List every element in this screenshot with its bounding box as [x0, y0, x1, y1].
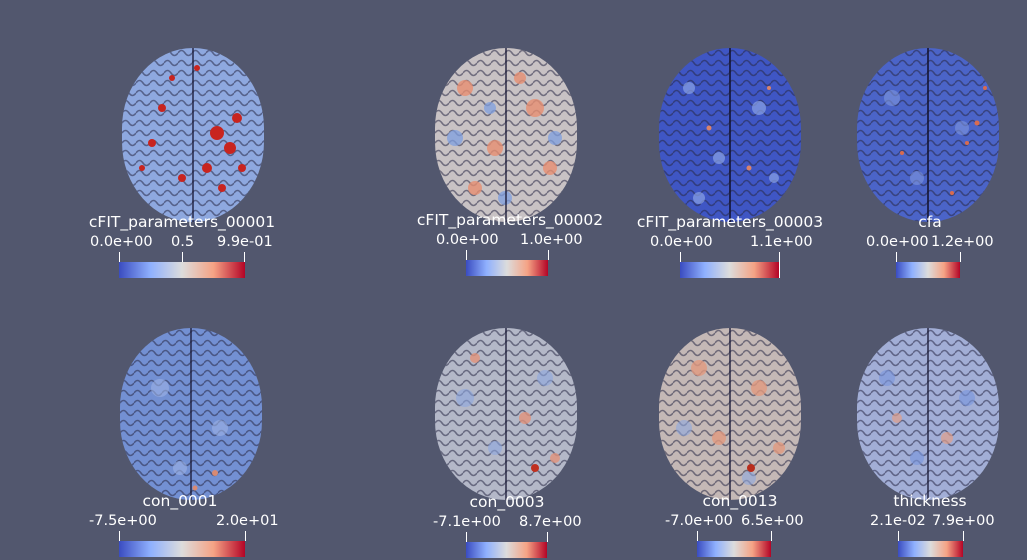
colorbar-gradient	[466, 260, 548, 276]
colorbar-gradient	[466, 542, 547, 558]
brain-surface-thickness[interactable]	[857, 328, 999, 500]
colorbar-tick	[245, 531, 246, 541]
colorbar-tick	[896, 252, 897, 262]
colorbar-title: cFIT_parameters_00003	[636, 213, 824, 231]
colorbar-tick	[466, 532, 467, 542]
colorbar-min-label: 0.0e+00	[90, 234, 153, 250]
colorbar-mid-label: 0.5	[171, 234, 195, 250]
colorbar-title: cFIT_parameters_00001	[88, 213, 276, 231]
colorbar-max-label: 8.7e+00	[519, 514, 582, 530]
colorbar-tick	[119, 531, 120, 541]
colorbar-gradient	[119, 262, 245, 278]
colorbar-con-0013: con_0013 -7.0e+00 6.5e+00	[640, 493, 840, 560]
colorbar-max-label: 1.1e+00	[750, 234, 813, 250]
colorbar-gradient	[896, 262, 960, 278]
colorbar-gradient	[898, 541, 963, 557]
colorbar-cfit-1: cFIT_parameters_00001 0.0e+00 0.5 9.9e-0…	[86, 214, 278, 284]
colorbar-tick	[244, 252, 245, 262]
colorbar-min-label: 0.0e+00	[866, 234, 929, 250]
brain-surface-cfa[interactable]	[857, 48, 999, 222]
colorbar-min-label: -7.0e+00	[665, 513, 733, 529]
colorbar-tick	[548, 250, 549, 260]
colorbar-tick	[898, 531, 899, 541]
colorbar-min-label: -7.5e+00	[89, 513, 157, 529]
brain-surface-cfit-3[interactable]	[659, 48, 801, 222]
colorbar-min-label: 0.0e+00	[436, 232, 499, 248]
colorbar-title: cFIT_parameters_00002	[416, 211, 604, 229]
colorbar-tick	[960, 252, 961, 262]
brain-surface-con-0003[interactable]	[435, 328, 577, 500]
colorbar-tick	[771, 531, 772, 541]
colorbar-tick	[466, 250, 467, 260]
colorbar-gradient	[119, 541, 245, 557]
colorbar-tick	[697, 531, 698, 541]
colorbar-gradient	[680, 262, 779, 278]
colorbar-min-label: 2.1e-02	[870, 513, 926, 529]
colorbar-tick	[779, 252, 780, 278]
brain-surface-con-0001[interactable]	[120, 328, 262, 500]
colorbar-con-0003: con_0003 -7.1e+00 8.7e+00	[407, 494, 607, 560]
colorbar-gradient	[697, 541, 771, 557]
colorbar-min-label: -7.1e+00	[433, 514, 501, 530]
colorbar-max-label: 9.9e-01	[217, 234, 273, 250]
colorbar-cfa: cfa 0.0e+00 1.2e+00	[860, 214, 1000, 284]
colorbar-min-label: 0.0e+00	[650, 234, 713, 250]
colorbar-title: thickness	[893, 492, 967, 510]
colorbar-max-label: 6.5e+00	[741, 513, 804, 529]
colorbar-cfit-3: cFIT_parameters_00003 0.0e+00 1.1e+00	[630, 214, 830, 284]
colorbar-con-0001: con_0001 -7.5e+00 2.0e+01	[80, 493, 280, 560]
colorbar-cfit-2: cFIT_parameters_00002 0.0e+00 1.0e+00	[410, 212, 610, 282]
colorbar-tick	[547, 532, 548, 542]
colorbar-title: con_0001	[142, 492, 218, 510]
brain-surface-cfit-1[interactable]	[122, 48, 264, 222]
colorbar-max-label: 1.0e+00	[520, 232, 583, 248]
colorbar-max-label: 7.9e+00	[932, 513, 995, 529]
colorbar-max-label: 2.0e+01	[216, 513, 279, 529]
brain-surface-cfit-2[interactable]	[435, 48, 577, 222]
colorbar-title: con_0013	[702, 492, 778, 510]
brain-surface-con-0013[interactable]	[659, 328, 801, 500]
colorbar-title: con_0003	[469, 493, 545, 511]
colorbar-thickness: thickness 2.1e-02 7.9e+00	[860, 493, 1010, 560]
colorbar-title: cfa	[918, 213, 942, 231]
colorbar-max-label: 1.2e+00	[931, 234, 994, 250]
colorbar-tick	[119, 252, 120, 262]
colorbar-tick	[182, 252, 183, 262]
colorbar-tick	[963, 531, 964, 541]
